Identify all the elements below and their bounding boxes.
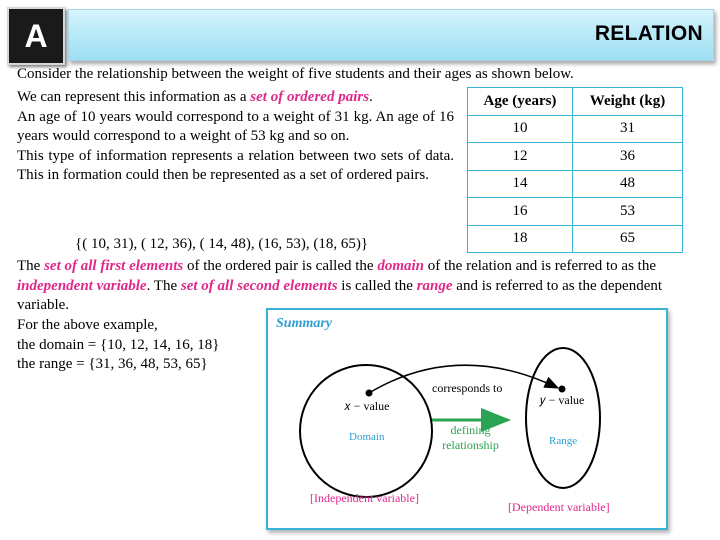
- defining-label: defining relationship: [428, 423, 513, 453]
- age-weight-table: Age (years) Weight (kg) 10 31 12 36 14 48 1…: [467, 87, 683, 253]
- cell-weight: 53: [572, 197, 683, 226]
- cell-age: 16: [467, 197, 573, 226]
- p2-em-domain: domain: [377, 258, 425, 274]
- p2-em-first-elements: set of all first elements: [44, 258, 184, 274]
- summary-diagram: [299, 347, 601, 498]
- p2-text: of the relation and is referred to as th…: [424, 258, 657, 274]
- independent-label: [Independent variable]: [310, 491, 419, 505]
- domain-label: Domain: [349, 431, 385, 443]
- p1-body-2: This type of information represents a re…: [17, 147, 454, 184]
- table-row: 12 36: [467, 142, 683, 171]
- cell-age: 18: [467, 224, 573, 253]
- p2-text: and is referred to as the dependent vari…: [17, 277, 663, 314]
- table-row: 10 31: [467, 114, 683, 143]
- header-age: Age (years): [467, 87, 573, 116]
- p1-period: .: [369, 89, 373, 105]
- range-ellipse: [525, 347, 601, 489]
- defining-line-2: relationship: [442, 438, 499, 452]
- p2-text: of the ordered pair is called the: [183, 258, 378, 274]
- summary-box: Summary 𝑥 − value 𝑦 − value corresponds …: [266, 308, 668, 530]
- y-point: [558, 385, 566, 393]
- p1-emphasis: set of ordered pairs: [250, 89, 370, 105]
- table-row: 14 48: [467, 169, 683, 198]
- p2-em-range: range: [416, 277, 453, 294]
- domain-circle: [299, 364, 433, 498]
- paragraph-1: We can represent this information as a s…: [17, 88, 454, 186]
- p1-text: We can represent this information as a: [17, 89, 251, 105]
- table-row: 18 65: [467, 224, 683, 253]
- cell-age: 14: [467, 169, 573, 198]
- header: A RELATION: [0, 0, 720, 68]
- example-line-1: For the above example,: [17, 317, 158, 333]
- intro-text: Consider the relationship between the we…: [17, 66, 574, 82]
- section-badge: A: [7, 7, 65, 65]
- example-domain: the domain = {10, 12, 14, 16, 18}: [17, 336, 220, 353]
- ordered-pairs: {( 10, 31), ( 12, 36), ( 14, 48), (16, 5…: [75, 236, 369, 252]
- cell-age: 10: [467, 114, 573, 143]
- p2-text: The: [17, 258, 45, 274]
- cell-weight: 31: [572, 114, 683, 143]
- range-label: Range: [549, 435, 578, 447]
- title-banner: RELATION: [68, 9, 714, 61]
- cell-weight: 36: [572, 142, 683, 171]
- table-header-row: Age (years) Weight (kg): [467, 87, 683, 116]
- cell-age: 12: [467, 142, 573, 171]
- summary-title: Summary: [276, 316, 333, 331]
- p2-em-independent: independent variable: [17, 277, 147, 294]
- dependent-label: [Dependent variable]: [508, 500, 610, 514]
- correspondence-arrow: [368, 364, 560, 394]
- example-block: For the above example, the domain = {10,…: [17, 316, 219, 375]
- corresponds-label: corresponds to: [432, 381, 503, 395]
- x-value-label: 𝑥 − value: [344, 399, 390, 413]
- paragraph-2: The set of all first elements of the ord…: [17, 257, 717, 316]
- header-weight: Weight (kg): [572, 87, 683, 116]
- p2-text: . The: [146, 277, 181, 294]
- p2-em-second-elements: set of all second elements: [180, 277, 338, 294]
- page-title: RELATION: [594, 22, 703, 45]
- p1-body-1: An age of 10 years would correspond to a…: [17, 108, 454, 145]
- section-letter: A: [24, 18, 48, 54]
- cell-weight: 65: [572, 224, 683, 253]
- y-value-label: 𝑦 − value: [540, 393, 585, 407]
- p2-text: is called the: [337, 277, 417, 294]
- table-row: 16 53: [467, 197, 683, 226]
- defining-line-1: defining: [450, 423, 491, 437]
- cell-weight: 48: [572, 169, 683, 198]
- example-range: the range = {31, 36, 48, 53, 65}: [17, 356, 208, 372]
